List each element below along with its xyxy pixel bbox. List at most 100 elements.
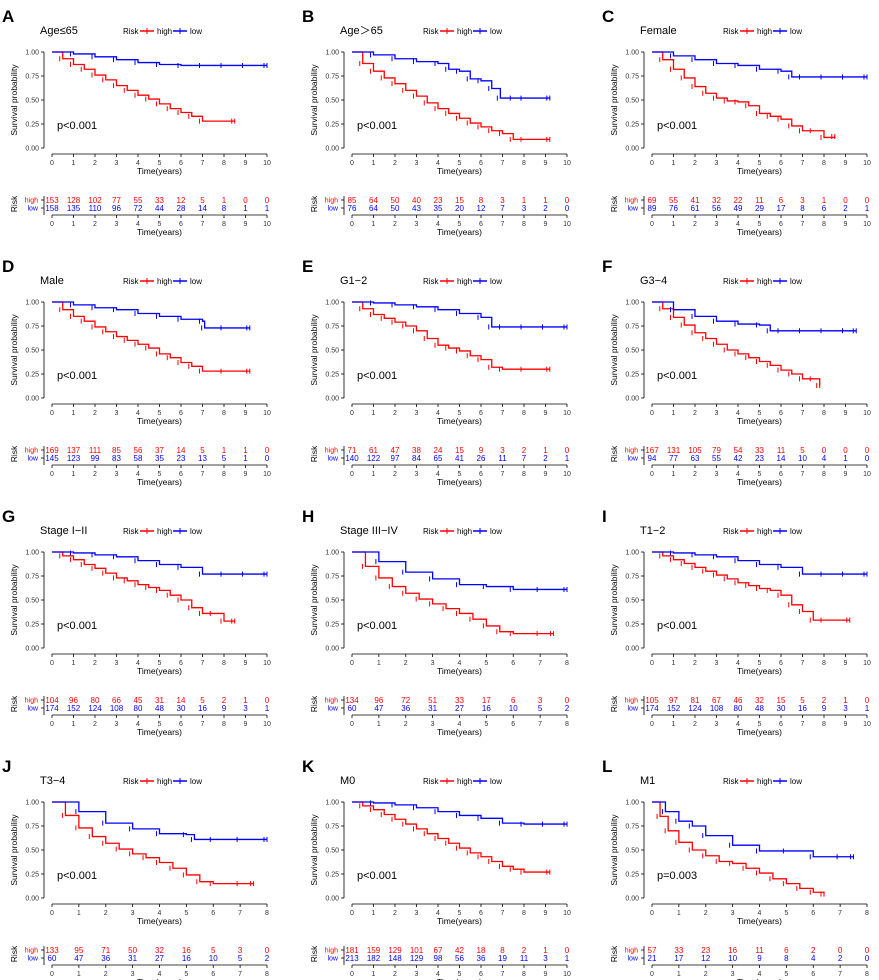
risk-x-tick-label: 7 (538, 721, 542, 728)
risk-value-high: 3 (500, 196, 505, 205)
risk-x-tick-label: 4 (458, 721, 462, 728)
legend-high-label: high (157, 777, 172, 786)
panel-letter: H (302, 507, 314, 526)
risk-value-low: 11 (498, 454, 507, 463)
risk-x-tick-label: 3 (731, 971, 735, 978)
risk-x-tick-label: 5 (458, 971, 462, 978)
curve-low (652, 51, 867, 78)
risk-value-low: 1 (865, 704, 870, 713)
y-tick-label: 0.00 (25, 646, 39, 653)
risk-value-low: 2 (543, 454, 548, 463)
legend-low-label: low (790, 527, 802, 536)
risk-x-tick-label: 7 (838, 971, 842, 978)
panel-title: Male (40, 275, 64, 287)
x-tick-label: 6 (779, 410, 783, 417)
x-tick-label: 3 (715, 410, 719, 417)
x-tick-label: 10 (263, 160, 271, 167)
y-tick-label: 0.75 (25, 574, 39, 581)
curve-low (352, 551, 567, 591)
x-tick-label: 8 (822, 660, 826, 667)
risk-value-high: 181 (345, 946, 359, 955)
risk-axis-label: Risk (609, 945, 619, 962)
risk-x-tick-label: 2 (104, 971, 108, 978)
risk-value-high: 38 (412, 446, 421, 455)
risk-x-tick-label: 3 (131, 971, 135, 978)
risk-x-tick-label: 4 (736, 471, 740, 478)
risk-value-high: 134 (345, 696, 359, 705)
y-tick-label: 0.00 (625, 146, 639, 153)
p-value: p<0.001 (357, 370, 397, 382)
curve-low (352, 301, 567, 328)
y-tick-label: 0.00 (25, 396, 39, 403)
risk-value-low: 174 (645, 704, 659, 713)
risk-x-tick-label: 8 (522, 221, 526, 228)
y-tick-label: 1.00 (25, 550, 39, 557)
y-tick-label: 0.75 (25, 74, 39, 81)
y-tick-label: 0.50 (625, 98, 639, 105)
curve-high (352, 301, 550, 370)
risk-x-tick-label: 8 (222, 721, 226, 728)
panel-I: IT1−2 Risk high low0.000.250.500.751.00Surv… (602, 507, 871, 737)
x-tick-label: 6 (179, 160, 183, 167)
risk-value-low: 3 (243, 704, 248, 713)
risk-value-low: 8 (800, 204, 805, 213)
risk-x-tick-label: 1 (672, 721, 676, 728)
panel-J: JT3−4 Risk high low0.000.250.500.751.00Surv… (2, 757, 270, 980)
risk-row-label-high: high (25, 948, 38, 955)
y-axis-label: Survival probability (609, 564, 619, 636)
risk-value-low: 80 (134, 704, 143, 713)
legend-title: Risk (423, 27, 440, 36)
risk-x-tick-label: 0 (50, 221, 54, 228)
risk-value-low: 21 (648, 954, 657, 963)
risk-value-low: 6 (822, 204, 827, 213)
x-tick-label: 0 (650, 660, 654, 667)
risk-x-tick-label: 6 (479, 221, 483, 228)
risk-value-high: 0 (565, 196, 570, 205)
risk-value-high: 50 (391, 196, 400, 205)
risk-value-low: 145 (45, 454, 59, 463)
legend: Risk high low (423, 527, 502, 536)
x-tick-label: 8 (222, 660, 226, 667)
risk-x-axis-label: Time(years) (737, 977, 782, 980)
x-tick-label: 2 (93, 160, 97, 167)
risk-x-tick-label: 2 (393, 221, 397, 228)
risk-value-low: 3 (543, 954, 548, 963)
legend-low-label: low (190, 777, 202, 786)
risk-x-tick-label: 5 (158, 471, 162, 478)
curve-high (652, 51, 836, 139)
risk-x-tick-label: 6 (779, 471, 783, 478)
p-value: p<0.001 (657, 620, 697, 632)
x-tick-label: 3 (431, 660, 435, 667)
risk-x-tick-label: 0 (350, 721, 354, 728)
risk-value-low: 72 (134, 204, 143, 213)
p-value: p<0.001 (657, 120, 697, 132)
risk-value-high: 137 (67, 446, 81, 455)
risk-value-low: 3 (843, 704, 848, 713)
x-tick-label: 4 (736, 410, 740, 417)
p-value: p<0.001 (357, 620, 397, 632)
risk-x-tick-label: 2 (93, 721, 97, 728)
y-tick-label: 0.75 (625, 824, 639, 831)
x-tick-label: 9 (544, 160, 548, 167)
risk-value-high: 1 (243, 696, 248, 705)
y-tick-label: 0.75 (325, 824, 339, 831)
risk-value-high: 2 (811, 946, 816, 955)
risk-value-low: 108 (110, 704, 124, 713)
risk-value-high: 80 (91, 696, 100, 705)
x-tick-label: 4 (458, 660, 462, 667)
risk-row-label-high: high (325, 948, 338, 955)
risk-x-tick-label: 7 (501, 221, 505, 228)
risk-x-tick-label: 9 (544, 471, 548, 478)
risk-value-low: 5 (222, 454, 227, 463)
risk-value-high: 101 (410, 946, 424, 955)
risk-value-low: 29 (755, 204, 764, 213)
risk-x-tick-label: 10 (863, 221, 871, 228)
risk-value-high: 31 (155, 696, 164, 705)
panel-letter: A (2, 7, 14, 26)
risk-value-high: 169 (45, 446, 59, 455)
risk-value-high: 1 (222, 446, 227, 455)
risk-value-low: 140 (345, 454, 359, 463)
risk-x-tick-label: 3 (115, 471, 119, 478)
panel-title: Female (640, 25, 677, 37)
risk-x-tick-label: 9 (544, 221, 548, 228)
